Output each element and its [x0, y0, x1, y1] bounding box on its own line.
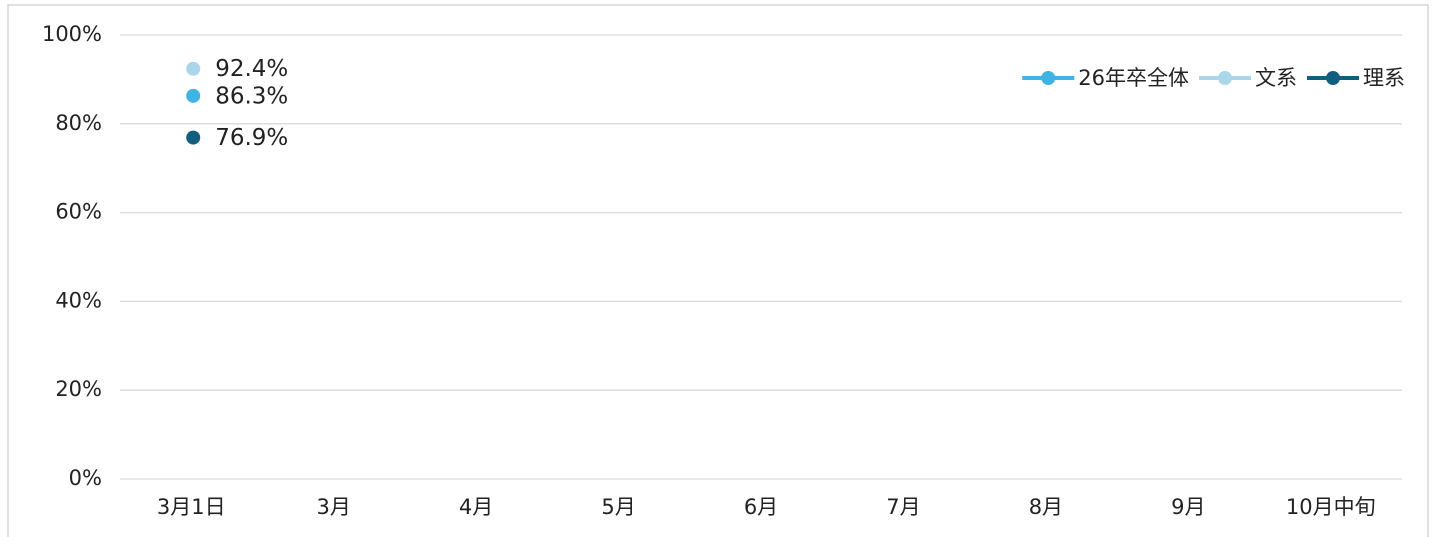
data-point — [186, 88, 201, 103]
data-label: 86.3% — [215, 83, 288, 109]
x-tick-label: 10月中旬 — [1286, 495, 1376, 519]
data-label: 92.4% — [215, 56, 288, 82]
chart-frame — [7, 4, 1429, 537]
y-tick-label: 0% — [69, 466, 102, 490]
legend-marker — [1041, 71, 1056, 85]
legend-marker — [1218, 71, 1232, 85]
x-tick-label: 3月1日 — [157, 495, 226, 519]
y-tick-label: 40% — [55, 288, 102, 312]
x-tick-label: 5月 — [601, 495, 635, 519]
legend-label: 文系 — [1255, 66, 1297, 90]
x-tick-label: 4月 — [459, 495, 493, 519]
data-point — [186, 130, 201, 145]
x-tick-label: 9月 — [1171, 495, 1205, 519]
legend-label: 理系 — [1363, 66, 1405, 90]
x-tick-label: 6月 — [744, 495, 778, 519]
data-point — [186, 61, 201, 76]
legend-label: 26年卒全体 — [1078, 66, 1189, 90]
y-tick-label: 60% — [55, 200, 102, 224]
data-label: 76.9% — [215, 125, 288, 151]
y-tick-label: 100% — [42, 22, 102, 46]
legend-marker — [1326, 71, 1340, 85]
x-tick-label: 3月 — [316, 495, 350, 519]
x-tick-label: 8月 — [1029, 495, 1063, 519]
x-tick-label: 7月 — [886, 495, 920, 519]
y-tick-label: 80% — [55, 111, 102, 135]
y-tick-label: 20% — [55, 377, 102, 401]
